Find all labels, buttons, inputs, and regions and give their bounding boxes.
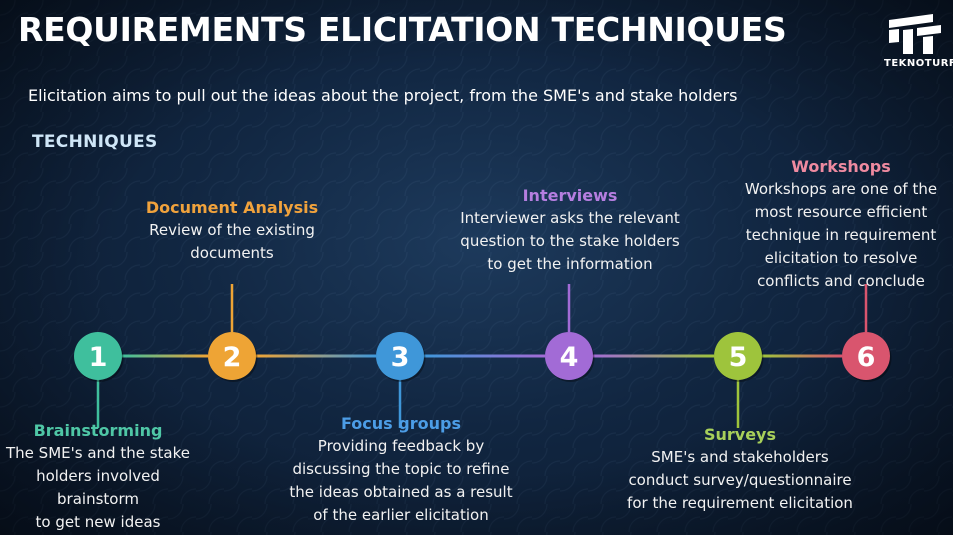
technique-4-line-3: to get the information: [487, 255, 653, 273]
timeline-stems: [96, 284, 868, 428]
technique-4-line-2: question to the stake holders: [460, 232, 680, 250]
technique-3-line-2: discussing the topic to refine: [292, 460, 510, 478]
logo-text: TEKNOTURF: [884, 58, 953, 69]
technique-3-line-4: of the earlier elicitation: [313, 506, 489, 524]
technique-1-line-1: The SME's and the stake: [6, 444, 190, 462]
technique-5-name: Surveys: [703, 425, 777, 444]
technique-2-line-1: Review of the existing: [149, 221, 315, 239]
technique-6-line-4: elicitation to resolve: [764, 249, 918, 267]
teknoturf-logo-icon: [889, 14, 941, 54]
node-4-circle: [545, 332, 593, 380]
technique-6-line-5: conflicts and conclude: [757, 272, 925, 290]
technique-6-line-1: Workshops are one of the: [744, 180, 938, 198]
node-3: 3: [376, 332, 426, 382]
node-6-label: 6: [857, 342, 876, 373]
technique-2-line-2: documents: [190, 244, 274, 262]
node-4: 4: [545, 332, 595, 382]
technique-3-line-3: the ideas obtained as a result: [289, 483, 513, 501]
node-5: 5: [714, 332, 764, 382]
technique-1-line-3: to get new ideas: [35, 513, 161, 531]
node-6: 6: [842, 332, 892, 382]
technique-1-name: Brainstorming: [33, 421, 163, 440]
technique-4-block: Interviews Interviewer asks the relevant…: [444, 184, 696, 276]
timeline-nodes: 1 2 3 4 5 6: [74, 332, 892, 382]
technique-3-line-1: Providing feedback by: [317, 437, 485, 455]
technique-1-block: Brainstorming The SME's and the stake ho…: [0, 419, 196, 534]
technique-6-name: Workshops: [791, 157, 891, 176]
node-2-label: 2: [223, 342, 242, 373]
technique-3-block: Focus groups Providing feedback by discu…: [280, 412, 522, 527]
connector-2-3: [256, 354, 376, 358]
node-3-circle: [376, 332, 424, 380]
node-5-label: 5: [729, 342, 748, 373]
timeline-connectors: [122, 354, 842, 358]
technique-5-block: Surveys SME's and stakeholders conduct s…: [612, 423, 868, 515]
node-1-circle: [74, 332, 122, 380]
connector-5-6: [762, 354, 842, 358]
slide-title: REQUIREMENTS ELICITATION TECHNIQUES: [18, 10, 787, 49]
connector-3-4: [424, 354, 545, 358]
technique-5-line-1: SME's and stakeholders: [651, 448, 829, 466]
technique-2-block: Document Analysis Review of the existing…: [132, 196, 332, 265]
slide-subtitle: Elicitation aims to pull out the ideas a…: [28, 86, 738, 105]
section-label: TECHNIQUES: [32, 132, 158, 152]
node-4-label: 4: [560, 342, 579, 373]
technique-5-line-3: for the requirement elicitation: [627, 494, 853, 512]
technique-1-line-2: holders involved brainstorm: [36, 467, 160, 508]
node-5-circle: [714, 332, 762, 380]
node-1: 1: [74, 332, 124, 382]
connector-1-2: [122, 354, 208, 358]
technique-2-name: Document Analysis: [145, 198, 319, 217]
node-1-label: 1: [89, 342, 108, 373]
node-2: 2: [208, 332, 258, 382]
technique-6-line-3: technique in requirement: [745, 226, 937, 244]
technique-4-name: Interviews: [522, 186, 618, 205]
technique-6-line-2: most resource efficient: [754, 203, 928, 221]
connector-4-5: [593, 354, 714, 358]
node-6-circle: [842, 332, 890, 380]
technique-4-line-1: Interviewer asks the relevant: [460, 209, 680, 227]
technique-6-block: Workshops Workshops are one of the most …: [732, 155, 950, 293]
technique-5-line-2: conduct survey/questionnaire: [628, 471, 852, 489]
node-2-circle: [208, 332, 256, 380]
node-3-label: 3: [391, 342, 410, 373]
teknoturf-logo: TEKNOTURF: [884, 12, 953, 69]
technique-3-name: Focus groups: [341, 414, 461, 433]
